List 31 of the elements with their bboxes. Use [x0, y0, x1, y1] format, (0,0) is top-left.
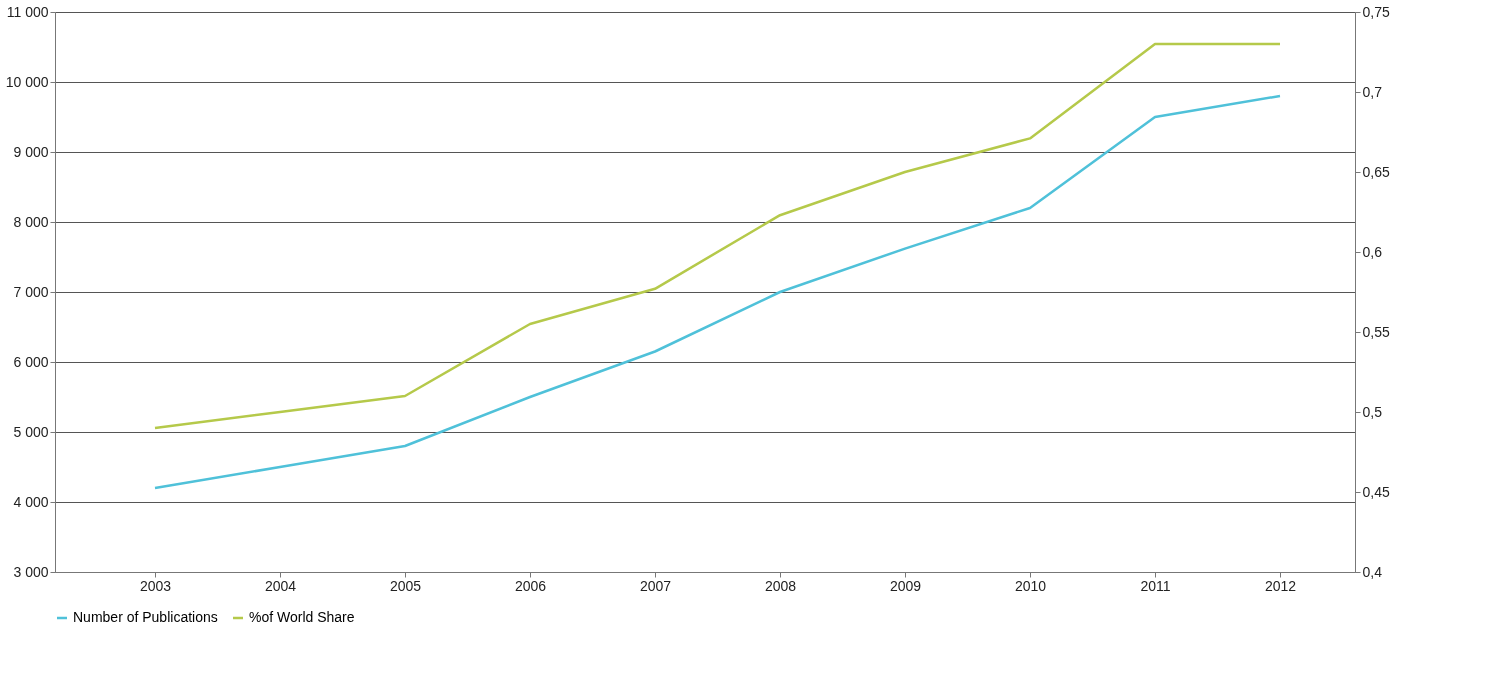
x-tick-label: 2008 [764, 577, 797, 594]
legend-label: Number of Publications [73, 609, 218, 625]
x-tick-label: 2003 [139, 577, 172, 594]
y2-tick-label: 0,55 [1362, 323, 1390, 340]
y2-tick-label: 0,5 [1362, 403, 1383, 420]
y2-tick-label: 0,65 [1362, 163, 1390, 180]
y2-tick-label: 0,75 [1362, 3, 1390, 20]
x-tick-label: 2009 [889, 577, 922, 594]
y-tick-label: 3 000 [13, 563, 49, 580]
y2-tick-label: 0,4 [1362, 563, 1383, 580]
y-tick-label: 8 000 [13, 213, 49, 230]
line-series [153, 42, 1282, 430]
x-tick-label: 2004 [264, 577, 297, 594]
line-series [153, 94, 1282, 490]
y-tick-label: 5 000 [13, 423, 49, 440]
x-tick-label: 2007 [639, 577, 672, 594]
y-tick-label: 10 000 [5, 73, 49, 90]
y2-tick-label: 0,6 [1362, 243, 1383, 260]
x-tick-label: 2012 [1264, 577, 1297, 594]
y-tick-label: 9 000 [13, 143, 49, 160]
y-tick-label: 4 000 [13, 493, 49, 510]
y-tick-label: 11 000 [6, 3, 49, 20]
y2-tick-label: 0,7 [1362, 83, 1383, 100]
legend-label: %of World Share [249, 609, 355, 625]
y2-tick-label: 0,45 [1362, 483, 1390, 500]
x-tick-label: 2011 [1140, 577, 1171, 594]
y-tick-label: 7 000 [13, 283, 49, 300]
x-tick-label: 2006 [514, 577, 547, 594]
x-tick-label: 2010 [1014, 577, 1047, 594]
x-tick-label: 2005 [389, 577, 422, 594]
y-tick-label: 6 000 [13, 353, 49, 370]
